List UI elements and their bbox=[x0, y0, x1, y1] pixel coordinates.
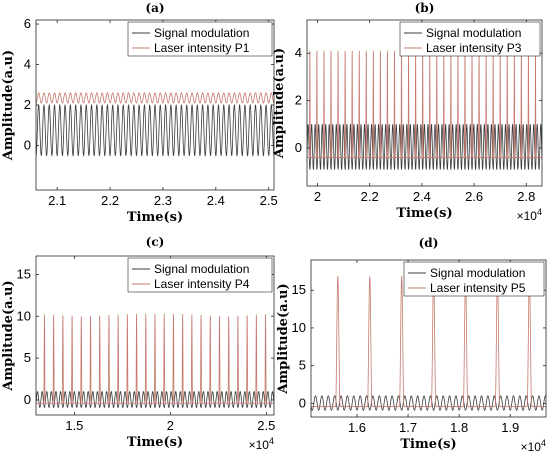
x-tick-label: 2.2 bbox=[101, 193, 119, 208]
x-tick-label: 2 bbox=[167, 418, 174, 433]
y-tick-label: 0 bbox=[24, 137, 31, 152]
axes-frame bbox=[310, 259, 547, 418]
x-axis-label: Time(s) bbox=[396, 206, 452, 221]
x-tick-label: 2.4 bbox=[413, 189, 431, 204]
y-tick-label: 5 bbox=[24, 350, 31, 365]
x-axis-multiplier: ×104 bbox=[249, 436, 274, 452]
y-tick-label: 15 bbox=[17, 266, 31, 281]
legend-entry: Laser intensity P4 bbox=[154, 277, 250, 291]
panel-title: (d) bbox=[419, 236, 439, 250]
series-line-signal bbox=[36, 390, 274, 409]
panel-title: (a) bbox=[145, 1, 164, 15]
x-tick-label: 1.8 bbox=[450, 420, 468, 435]
legend-entry: Signal modulation bbox=[426, 26, 521, 40]
panel-title: (c) bbox=[146, 235, 165, 249]
series-line-signal bbox=[307, 123, 542, 170]
x-tick-label: 2.1 bbox=[48, 193, 66, 208]
y-tick-label: 15 bbox=[292, 282, 306, 297]
y-tick-label: 6 bbox=[24, 16, 31, 31]
x-tick-label: 2.6 bbox=[465, 189, 483, 204]
y-tick-label: 0 bbox=[299, 395, 306, 410]
series-line-signal bbox=[311, 395, 546, 411]
legend-entry: Signal modulation bbox=[154, 26, 249, 40]
x-tick-label: 2.5 bbox=[257, 418, 275, 433]
x-axis-label: Time(s) bbox=[400, 437, 456, 452]
panel-1: (a) 2.1 2.2 2.3 2.4 2.5 0 2 4 6 Time(s) Amplitude(a… bbox=[1, 1, 278, 225]
series-line-laser bbox=[307, 50, 542, 158]
x-tick-label: 1.6 bbox=[348, 420, 366, 435]
x-tick-label: 2.8 bbox=[517, 189, 535, 204]
panel-4: (d) 1.6 1.7 1.8 1.9 0 5 10 15 Time(s) Amplitude(a.… bbox=[276, 236, 547, 454]
axes-frame bbox=[306, 19, 543, 187]
y-tick-label: 10 bbox=[17, 308, 31, 323]
legend-entry: Laser intensity P3 bbox=[426, 41, 522, 55]
legend-entry: Laser intensity P5 bbox=[430, 281, 526, 295]
x-tick-label: 1.9 bbox=[501, 420, 519, 435]
series-line-signal bbox=[36, 103, 274, 157]
y-tick-label: 0 bbox=[24, 392, 31, 407]
y-tick-label: 4 bbox=[295, 45, 302, 60]
panel-title: (b) bbox=[415, 1, 435, 15]
x-tick-label: 1.7 bbox=[399, 420, 417, 435]
y-tick-label: 5 bbox=[299, 358, 306, 373]
y-tick-label: 2 bbox=[295, 93, 302, 108]
x-tick-label: 2.3 bbox=[154, 193, 172, 208]
series-line-laser bbox=[36, 92, 274, 104]
y-axis-label: Amplitude(a.u) bbox=[1, 50, 16, 161]
panel-2: (b) 2 2.2 2.4 2.6 2.8 0 2 4 Time(s) Amplitude(a.u)… bbox=[272, 1, 543, 223]
legend-entry: Signal modulation bbox=[430, 266, 525, 280]
y-tick-label: 2 bbox=[24, 97, 31, 112]
x-tick-label: 2 bbox=[314, 189, 321, 204]
series-line-laser bbox=[36, 313, 274, 404]
y-tick-label: 4 bbox=[24, 57, 31, 72]
x-tick-label: 2.4 bbox=[207, 193, 225, 208]
x-axis-multiplier: ×104 bbox=[517, 207, 542, 223]
y-axis-label: Amplitude(a.u) bbox=[276, 283, 291, 394]
x-axis-label: Time(s) bbox=[127, 435, 183, 450]
y-tick-label: 0 bbox=[295, 140, 302, 155]
x-tick-label: 2.2 bbox=[361, 189, 379, 204]
axes-frame bbox=[35, 255, 275, 416]
y-axis-label: Amplitude(a.u) bbox=[1, 280, 16, 391]
y-tick-label: 10 bbox=[292, 320, 306, 335]
x-tick-label: 1.5 bbox=[65, 418, 83, 433]
series-line-laser bbox=[311, 275, 546, 407]
x-axis-label: Time(s) bbox=[127, 210, 183, 225]
panel-3: (c) 1.5 2 2.5 0 5 10 15 Time(s) Amplitude(a.u) ×10… bbox=[1, 235, 275, 452]
legend-entry: Signal modulation bbox=[154, 262, 249, 276]
x-tick-label: 2.5 bbox=[260, 193, 278, 208]
y-axis-label: Amplitude(a.u) bbox=[272, 48, 287, 159]
x-axis-multiplier: ×104 bbox=[521, 438, 546, 454]
legend-entry: Laser intensity P1 bbox=[154, 41, 250, 55]
